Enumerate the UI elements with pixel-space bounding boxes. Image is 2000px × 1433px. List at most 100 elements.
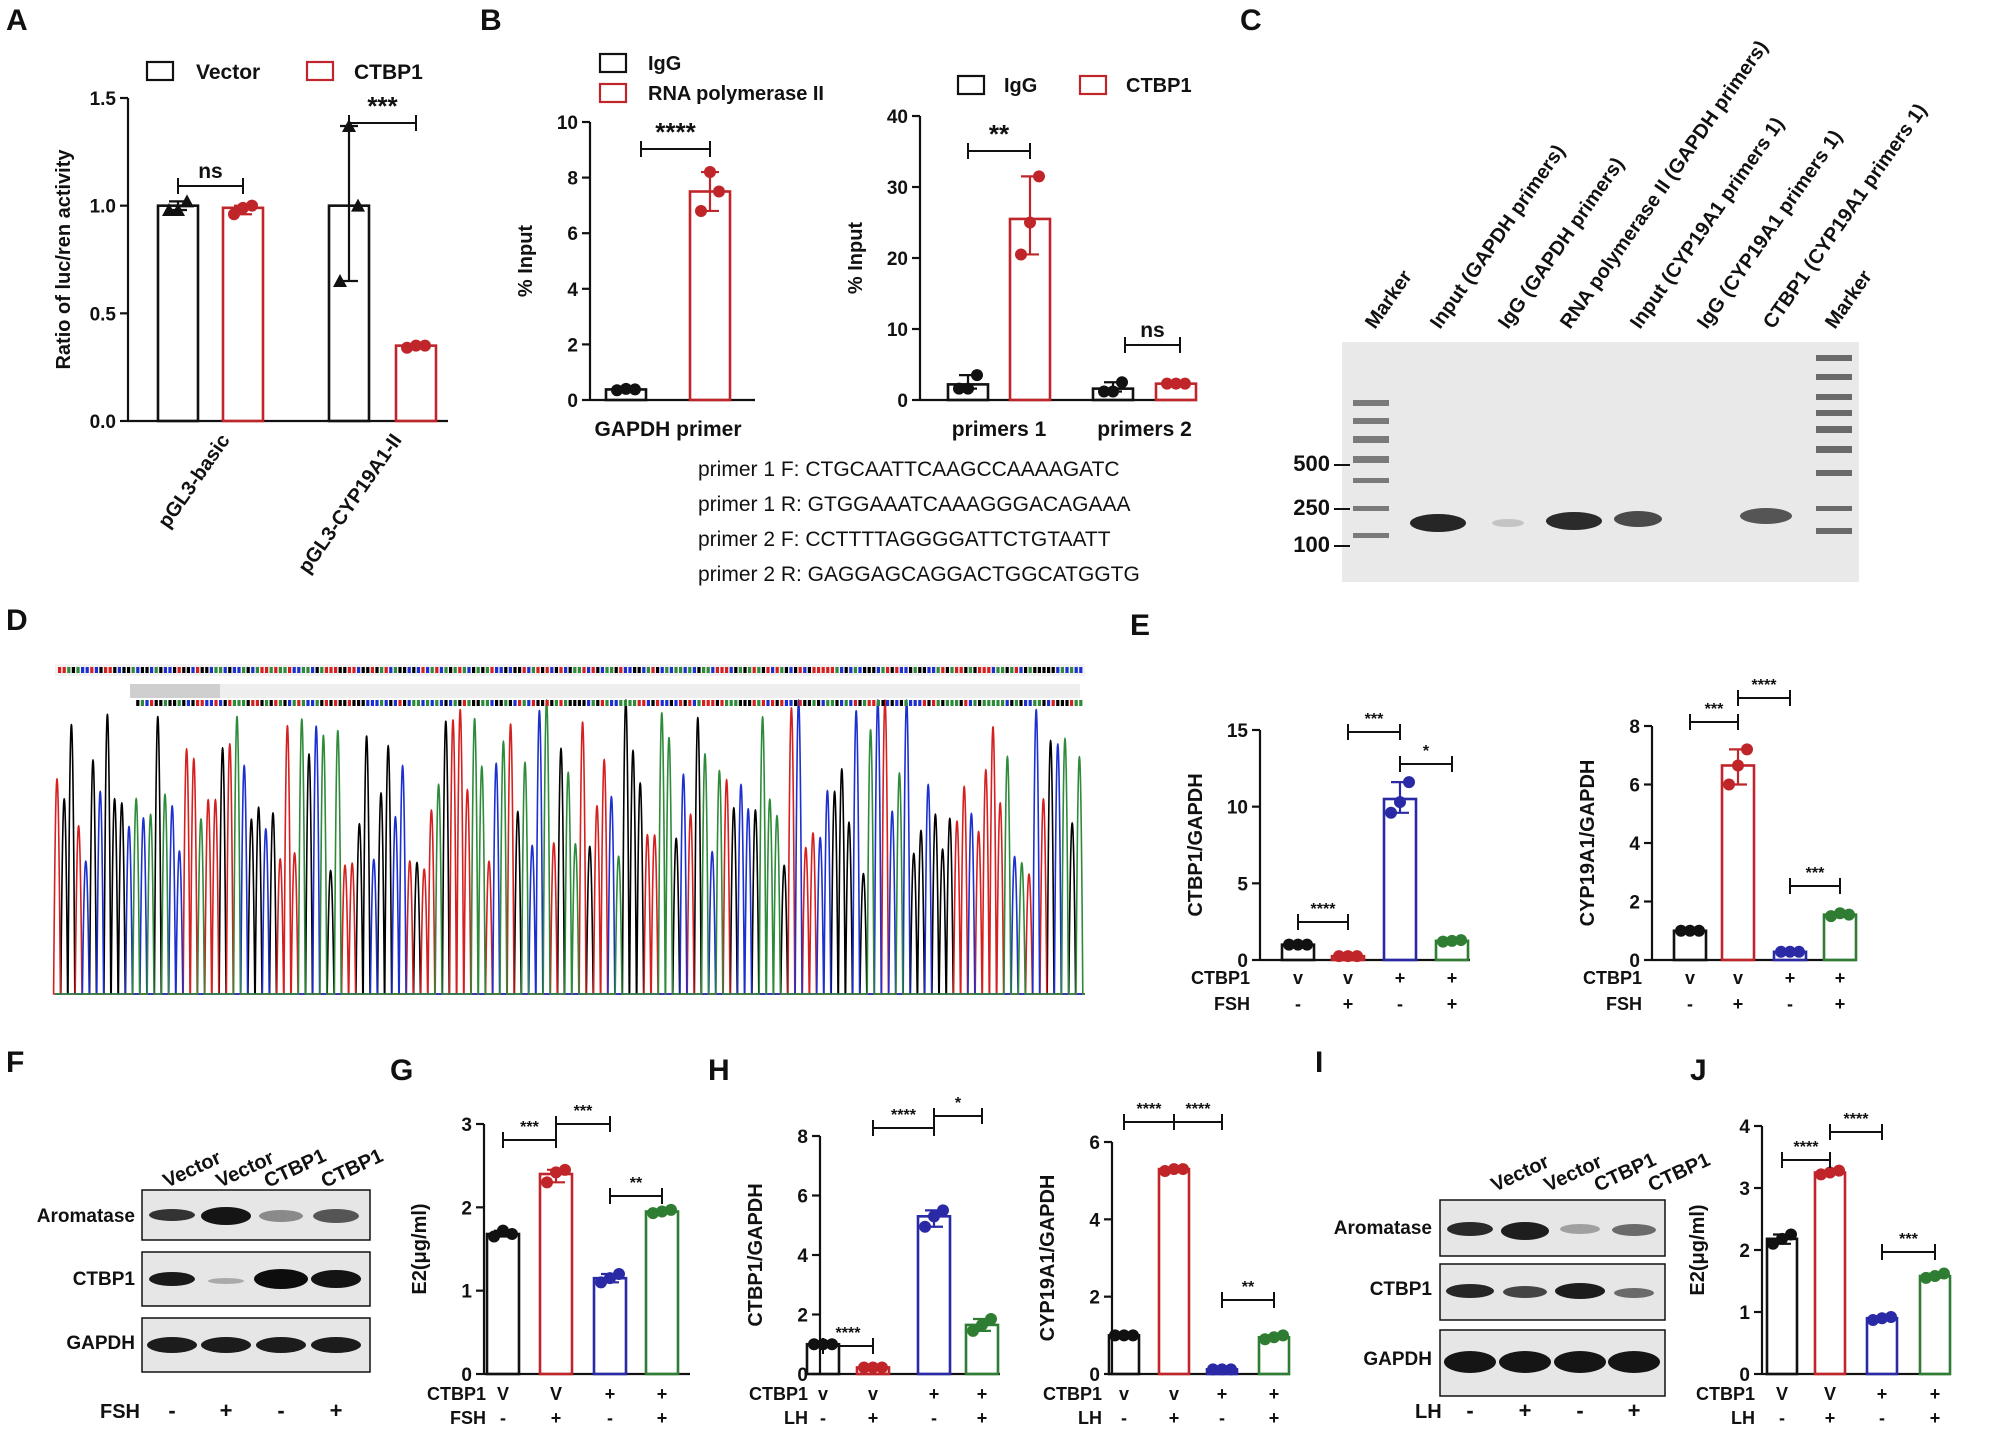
sequence-base bbox=[301, 667, 305, 673]
y-tick-label: 8 bbox=[797, 1127, 808, 1148]
sequence-base bbox=[315, 700, 319, 706]
condition-sign: + bbox=[1835, 994, 1846, 1014]
sequence-base bbox=[826, 667, 830, 673]
sequence-base bbox=[1001, 667, 1005, 673]
sequence-base bbox=[518, 667, 522, 673]
gel-band bbox=[1614, 511, 1662, 527]
sequence-base bbox=[251, 700, 255, 706]
data-point bbox=[1283, 938, 1295, 951]
y-tick-label: 4 bbox=[1089, 1210, 1100, 1231]
data-point bbox=[171, 202, 185, 216]
sequence-base bbox=[531, 700, 535, 706]
y-tick-label: 3 bbox=[461, 1115, 472, 1136]
sequence-base bbox=[407, 700, 411, 706]
panel-label-a: A bbox=[6, 4, 28, 37]
sequence-base bbox=[941, 700, 945, 706]
y-tick-label: 0 bbox=[1237, 951, 1248, 972]
sequence-base bbox=[886, 667, 890, 673]
sequence-base bbox=[352, 667, 356, 673]
sequence-base bbox=[334, 700, 338, 706]
sequence-base bbox=[472, 700, 476, 706]
sequence-base bbox=[720, 700, 724, 706]
sequence-base bbox=[297, 667, 301, 673]
sequence-base bbox=[798, 667, 802, 673]
sequence-base bbox=[642, 667, 646, 673]
sequence-base bbox=[508, 700, 512, 706]
data-point bbox=[713, 185, 725, 198]
sequence-base bbox=[315, 667, 319, 673]
data-point bbox=[1403, 776, 1415, 789]
significance-label: ** bbox=[630, 1175, 643, 1192]
data-point bbox=[1684, 924, 1696, 937]
western-blot-f: Vector Vector CTBP1 CTBP1 Aromatase CTBP… bbox=[37, 1145, 387, 1423]
sequence-base bbox=[518, 700, 522, 706]
sequence-base bbox=[462, 700, 466, 706]
sequence-base bbox=[274, 667, 278, 673]
bar bbox=[1813, 1171, 1847, 1376]
significance-label: ** bbox=[989, 119, 1010, 149]
sequence-base bbox=[775, 667, 779, 673]
sequence-base bbox=[334, 667, 338, 673]
condition-sign: + bbox=[551, 1408, 562, 1428]
sequence-base bbox=[830, 700, 834, 706]
category-label: primers 1 bbox=[952, 418, 1047, 441]
sequence-base bbox=[1070, 700, 1074, 706]
blot-row-label: GAPDH bbox=[66, 1333, 135, 1354]
blot-band bbox=[254, 1269, 308, 1289]
sequence-base bbox=[725, 667, 729, 673]
data-point bbox=[1179, 377, 1191, 390]
sequence-base bbox=[288, 667, 292, 673]
marker-ladder-left bbox=[1353, 400, 1389, 538]
sequence-base bbox=[978, 667, 982, 673]
sequence-base bbox=[421, 700, 425, 706]
sequence-base bbox=[458, 700, 462, 706]
sequence-base bbox=[278, 700, 282, 706]
data-point bbox=[1259, 1333, 1271, 1346]
sequence-base bbox=[384, 700, 388, 706]
sequence-base bbox=[844, 667, 848, 673]
legend-label-igg-2: IgG bbox=[1004, 75, 1037, 97]
sequence-base bbox=[159, 700, 163, 706]
gel-lane-label: Marker bbox=[1821, 266, 1877, 333]
sequence-base bbox=[297, 700, 301, 706]
legend-label-rnapol: RNA polymerase II bbox=[648, 83, 824, 105]
sequence-base bbox=[214, 667, 218, 673]
sequence-base bbox=[568, 700, 572, 706]
y-tick-label: 10 bbox=[557, 113, 578, 134]
sequence-base bbox=[849, 700, 853, 706]
sequence-base bbox=[968, 667, 972, 673]
sequence-base bbox=[830, 667, 834, 673]
sequence-base bbox=[242, 700, 246, 706]
sequence-base bbox=[955, 700, 959, 706]
sequence-base bbox=[559, 667, 563, 673]
sequence-base bbox=[725, 700, 729, 706]
data-point bbox=[1268, 1331, 1280, 1344]
sequence-base bbox=[591, 667, 595, 673]
significance-label: * bbox=[1423, 743, 1430, 760]
sequence-base bbox=[1014, 700, 1018, 706]
sequence-base bbox=[150, 667, 154, 673]
sequence-base bbox=[1005, 667, 1009, 673]
data-point bbox=[246, 199, 258, 212]
primer-line: primer 1 R: GTGGAAATCAAAGGGACAGAAA bbox=[698, 493, 1131, 516]
data-point bbox=[162, 202, 176, 216]
sequence-base bbox=[568, 667, 572, 673]
sequence-base bbox=[853, 700, 857, 706]
sequence-base bbox=[251, 667, 255, 673]
data-point bbox=[1732, 759, 1744, 772]
sequence-base bbox=[821, 700, 825, 706]
y-tick-label: 2 bbox=[1629, 893, 1640, 914]
sequence-base bbox=[780, 667, 784, 673]
sequence-base bbox=[1010, 667, 1014, 673]
gel-image-c: 500 250 100 Marker Input (GAPDH primers)… bbox=[1293, 37, 1931, 582]
sequence-base bbox=[564, 667, 568, 673]
sequence-base bbox=[881, 667, 885, 673]
sequence-base bbox=[711, 700, 715, 706]
sequence-base bbox=[550, 667, 554, 673]
sequence-base bbox=[922, 700, 926, 706]
sequence-base bbox=[545, 667, 549, 673]
condition-row-label: CTBP1 bbox=[1696, 1384, 1755, 1404]
sequence-base bbox=[743, 700, 747, 706]
data-point bbox=[967, 1324, 979, 1337]
